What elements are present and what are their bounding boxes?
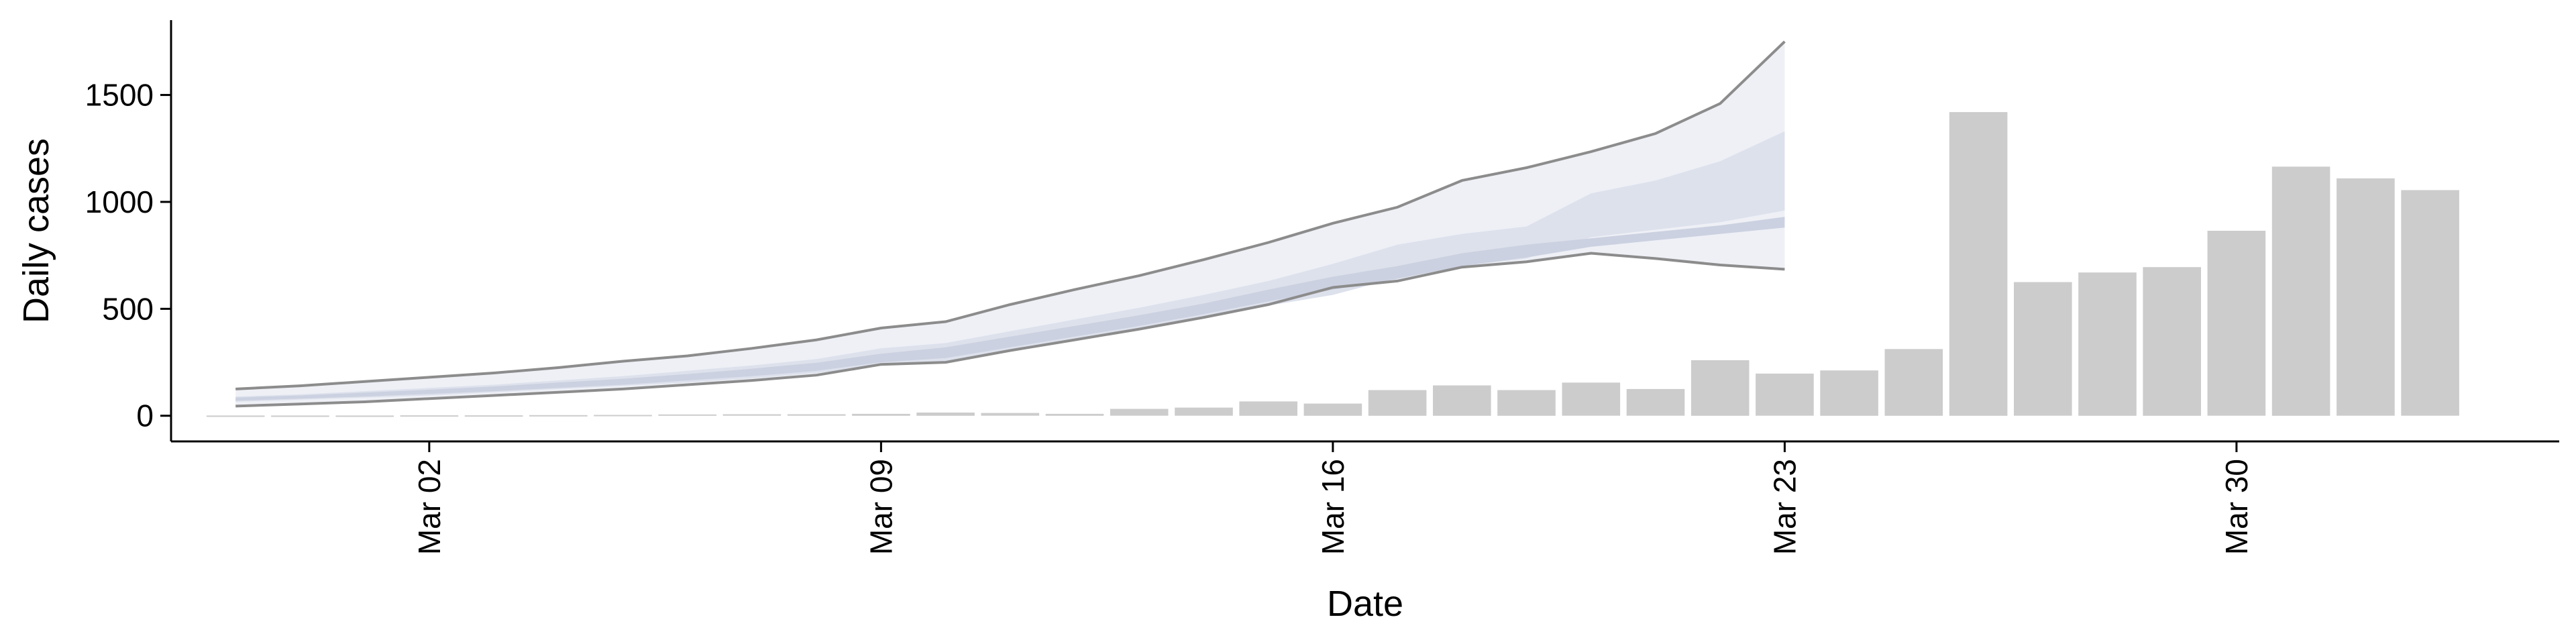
bar-2020-03-15 [1239,401,1297,416]
y-tick-label-500: 500 [102,291,154,326]
bar-2020-03-06 [658,414,716,416]
x-axis-ticks: Mar 02 Mar 09 Mar 16 Mar 23 Mar 30 [412,441,2254,555]
bar-2020-03-01 [335,415,394,417]
x-tick-label-2020-03-16: Mar 16 [1316,459,1350,555]
y-tick-label-1500: 1500 [85,78,154,113]
x-tick-label-2020-03-02: Mar 02 [412,459,447,555]
bar-2020-03-16 [1303,403,1362,416]
bar-2020-03-21 [1626,388,1685,416]
bar-2020-03-26 [1949,112,2008,416]
bar-2020-03-27 [2014,282,2072,416]
y-axis-title: Daily cases [16,138,56,323]
bar-2020-03-03 [464,415,523,417]
bar-2020-03-22 [1690,360,1750,416]
model-fit-boundary-lines [235,40,1786,408]
bar-2020-03-08 [787,414,846,416]
x-tick-label-2020-03-09: Mar 09 [863,459,898,555]
bar-2020-03-31 [2271,166,2330,416]
bar-2020-03-19 [1497,390,1556,416]
bar-2020-03-30 [2207,231,2266,416]
bar-2020-03-04 [529,415,588,417]
bar-2020-03-23 [1756,373,1814,416]
bar-2020-03-24 [1820,370,1878,416]
bar-2020-04-01 [2337,178,2395,416]
bar-2020-02-29 [271,415,329,417]
bar-2020-03-13 [1110,409,1169,416]
bar-2020-03-25 [1884,349,1943,416]
bar-2020-03-28 [2078,272,2137,416]
bar-2020-03-14 [1175,407,1233,416]
bar-2020-03-29 [2143,267,2201,416]
y-tick-label-0: 0 [136,398,154,433]
inner-band [235,131,1785,402]
bar-2020-03-20 [1562,382,1621,416]
x-tick-label-2020-03-23: Mar 23 [1767,459,1802,555]
bar-2020-03-07 [722,414,782,416]
bar-2020-03-12 [1045,413,1104,416]
core-band [235,217,1785,401]
daily-case-bars [206,112,2459,417]
bar-2020-03-10 [916,413,975,416]
bar-2020-03-17 [1368,390,1427,416]
bar-2020-02-28 [206,415,265,417]
model-fit-bands [235,41,1785,407]
x-axis-title: Date [1327,584,1403,624]
bar-2020-03-02 [400,415,459,417]
y-tick-label-1000: 1000 [85,184,154,219]
bar-2020-04-02 [2401,190,2459,416]
bar-2020-03-18 [1433,385,1491,416]
y-axis-ticks: 0 500 1000 1500 [85,78,171,433]
x-tick-label-2020-03-30: Mar 30 [2219,459,2254,555]
bar-2020-03-09 [852,413,910,416]
bar-2020-03-05 [594,415,652,417]
lower-bound-line [235,252,1785,408]
upper-bound-line [235,40,1786,390]
bar-2020-03-11 [981,413,1040,416]
